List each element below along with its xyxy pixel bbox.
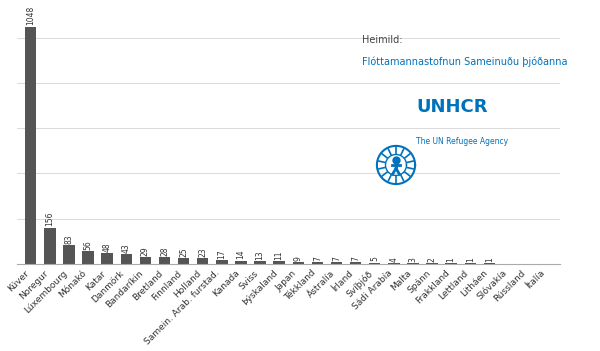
Text: 7: 7 bbox=[313, 256, 322, 261]
Text: 2: 2 bbox=[428, 257, 437, 262]
Text: 29: 29 bbox=[141, 246, 150, 256]
Bar bbox=[197, 258, 208, 264]
Text: Flóttamannastofnun Sameinuðu þjóðanna: Flóttamannastofnun Sameinuðu þjóðanna bbox=[362, 56, 568, 67]
Text: 1048: 1048 bbox=[26, 6, 35, 25]
Text: 3: 3 bbox=[409, 257, 418, 262]
Text: 1: 1 bbox=[446, 258, 455, 262]
Text: 14: 14 bbox=[236, 250, 245, 259]
Text: 7: 7 bbox=[351, 256, 360, 261]
Bar bbox=[407, 263, 419, 264]
Text: 23: 23 bbox=[198, 248, 207, 257]
Text: 7: 7 bbox=[332, 256, 341, 261]
Bar bbox=[426, 263, 438, 264]
Text: 28: 28 bbox=[160, 247, 169, 256]
Text: 43: 43 bbox=[122, 243, 131, 253]
Text: UNHCR: UNHCR bbox=[416, 98, 488, 115]
Bar bbox=[388, 263, 400, 264]
Bar bbox=[63, 245, 74, 264]
Bar bbox=[82, 251, 94, 264]
Text: 13: 13 bbox=[256, 250, 265, 260]
Bar bbox=[178, 258, 190, 264]
Text: 83: 83 bbox=[64, 234, 73, 244]
Text: 9: 9 bbox=[294, 256, 303, 260]
Text: 48: 48 bbox=[103, 242, 112, 252]
Bar bbox=[44, 229, 56, 264]
Text: 4: 4 bbox=[389, 257, 398, 261]
Bar bbox=[159, 257, 170, 264]
Text: 5: 5 bbox=[370, 257, 379, 261]
Text: 1: 1 bbox=[466, 258, 475, 262]
Bar bbox=[101, 253, 113, 264]
Bar bbox=[254, 261, 266, 264]
Text: 11: 11 bbox=[275, 251, 284, 260]
Bar bbox=[274, 261, 285, 264]
Text: 25: 25 bbox=[179, 247, 188, 257]
Bar bbox=[235, 260, 247, 264]
Bar bbox=[311, 262, 323, 264]
Bar bbox=[140, 257, 151, 264]
Text: 56: 56 bbox=[83, 240, 92, 250]
Bar bbox=[25, 27, 37, 264]
Bar bbox=[216, 260, 227, 264]
Text: 156: 156 bbox=[46, 212, 55, 226]
Bar bbox=[121, 254, 132, 264]
Text: 17: 17 bbox=[217, 249, 226, 259]
Bar bbox=[369, 263, 380, 264]
Bar bbox=[350, 262, 361, 264]
Text: Heimild:: Heimild: bbox=[362, 35, 403, 45]
Bar bbox=[293, 261, 304, 264]
Text: 1: 1 bbox=[485, 258, 494, 262]
Text: The UN Refugee Agency: The UN Refugee Agency bbox=[416, 137, 508, 146]
Bar bbox=[331, 262, 342, 264]
